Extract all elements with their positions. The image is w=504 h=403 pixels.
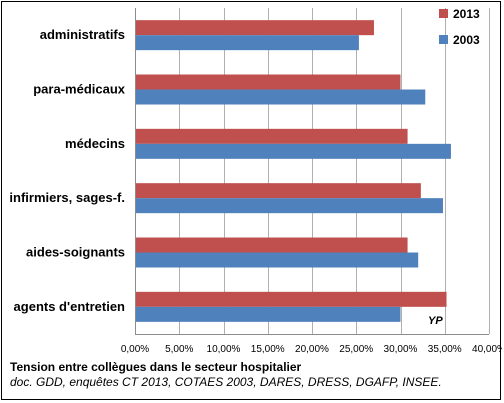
legend-swatch-2013 — [439, 9, 448, 18]
caption-title: Tension entre collègues dans le secteur … — [10, 360, 302, 374]
bar-2003-1 — [136, 89, 426, 105]
legend-label-2013: 2013 — [453, 7, 480, 21]
legend-label-2003: 2003 — [453, 33, 480, 47]
bar-2003-2 — [136, 143, 451, 159]
bars — [136, 20, 451, 322]
caption-source: doc. GDD, enquêtes CT 2013, COTAES 2003,… — [10, 375, 442, 389]
tick-label: 0,00% — [121, 344, 149, 355]
tick-label: 35,00% — [428, 344, 462, 355]
bar-2013-5 — [136, 291, 447, 307]
tick-label: 40,00% — [472, 344, 502, 355]
category-label: médecins — [65, 136, 125, 151]
bar-2013-2 — [136, 128, 408, 144]
bar-2003-4 — [136, 252, 419, 268]
tick-label: 5,00% — [165, 344, 193, 355]
category-label: administratifs — [40, 27, 125, 42]
category-label: infirmiers, sages-f. — [9, 190, 125, 205]
bar-2013-4 — [136, 237, 408, 253]
tick-label: 10,00% — [207, 344, 241, 355]
bar-2013-3 — [136, 183, 421, 199]
category-labels: administratifs para-médicaux médecins infir… — [9, 27, 125, 314]
caption: Tension entre collègues dans le secteur … — [10, 360, 500, 390]
gridlines — [135, 8, 490, 335]
bar-2003-3 — [136, 198, 443, 214]
bar-2003-0 — [136, 35, 359, 51]
annotation-label: YP — [428, 315, 443, 327]
tick-label: 20,00% — [295, 344, 329, 355]
legend-swatch-2003 — [439, 35, 448, 44]
category-label: agents d'entretien — [14, 299, 126, 314]
x-axis-ticks: 0,00% 5,00% 10,00% 15,00% 20,00% 25,00% 30,00%… — [121, 344, 502, 355]
bar-chart: administratifs para-médicaux médecins infir… — [9, 7, 502, 355]
bar-2013-1 — [136, 74, 401, 90]
tick-label: 30,00% — [384, 344, 418, 355]
tick-label: 15,00% — [251, 344, 285, 355]
bar-2003-5 — [136, 306, 401, 322]
legend: 2013 2003 — [439, 7, 480, 47]
tick-label: 25,00% — [339, 344, 373, 355]
category-label: aides-soignants — [26, 245, 125, 260]
category-label: para-médicaux — [33, 82, 126, 97]
bar-2013-0 — [136, 20, 374, 36]
